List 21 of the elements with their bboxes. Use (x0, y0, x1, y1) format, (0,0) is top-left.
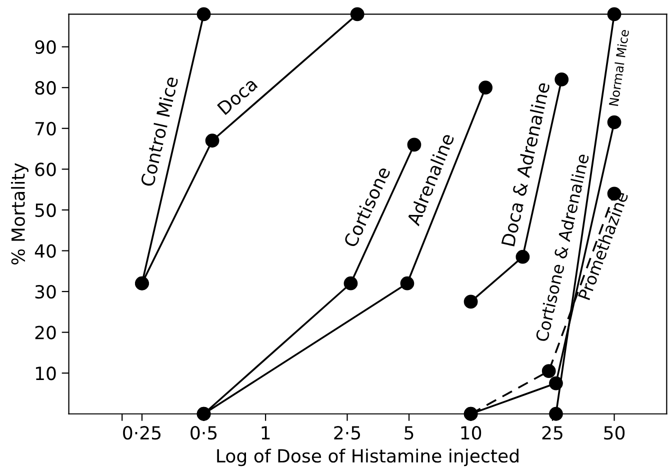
y-tick-label: 20 (35, 326, 56, 340)
y-tick-label: 90 (35, 40, 56, 54)
x-tick-label: 2·5 (334, 426, 360, 440)
y-tick-label: 80 (35, 81, 56, 95)
y-tick-label: 70 (36, 122, 56, 136)
x-tick-label: 1 (262, 426, 270, 440)
y-tick-label: 10 (36, 366, 56, 380)
y-tick-label: 60 (35, 162, 56, 176)
x-tick-label: 10 (461, 426, 482, 440)
x-tick-label: 0·5 (190, 426, 217, 440)
x-tick-label: 0·25 (123, 426, 161, 440)
x-tick-label: 5 (404, 426, 414, 440)
text: Normal Mice (608, 29, 630, 106)
text: Control Mice (140, 76, 178, 187)
y-tick-label: 50 (35, 203, 56, 218)
x-tick-label: 50 (604, 426, 625, 440)
y-tick-label: 30 (35, 284, 56, 299)
y-axis-title: % Mortality (10, 163, 28, 264)
x-tick-label: 25 (542, 426, 562, 440)
y-tick-label: 40 (34, 244, 56, 258)
x-axis-title: Log of Dose of Histamine injected (217, 448, 518, 466)
